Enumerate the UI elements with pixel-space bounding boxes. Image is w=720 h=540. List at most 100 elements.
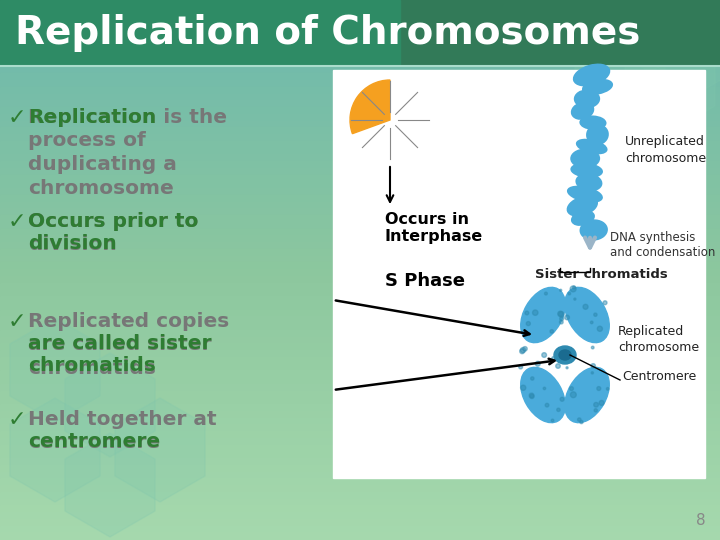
Circle shape <box>526 321 531 326</box>
Ellipse shape <box>567 197 597 216</box>
Bar <box>0 471 720 480</box>
Text: Occurs prior to: Occurs prior to <box>28 212 199 231</box>
Bar <box>0 492 720 500</box>
Text: S Phase: S Phase <box>385 272 465 290</box>
Circle shape <box>556 364 560 368</box>
Ellipse shape <box>559 350 571 360</box>
Bar <box>0 498 720 507</box>
Bar <box>0 512 720 519</box>
Bar <box>0 458 720 465</box>
Circle shape <box>567 354 570 356</box>
Bar <box>0 222 720 230</box>
Circle shape <box>566 367 568 369</box>
Text: Held together at
centromere: Held together at centromere <box>28 410 217 453</box>
Bar <box>0 66 720 74</box>
Circle shape <box>594 402 598 407</box>
Ellipse shape <box>582 80 612 94</box>
Ellipse shape <box>587 125 608 144</box>
Text: Centromere: Centromere <box>622 370 696 383</box>
Circle shape <box>559 312 564 317</box>
Bar <box>0 60 720 68</box>
Circle shape <box>594 313 597 316</box>
Bar <box>0 282 720 291</box>
Ellipse shape <box>521 287 565 343</box>
Text: 8: 8 <box>696 513 706 528</box>
Circle shape <box>568 292 571 295</box>
Text: Unreplicated
chromosome: Unreplicated chromosome <box>625 136 706 165</box>
Circle shape <box>523 347 527 351</box>
Circle shape <box>545 403 549 407</box>
Circle shape <box>544 292 547 295</box>
Ellipse shape <box>568 186 602 202</box>
Bar <box>0 519 720 526</box>
Bar <box>0 370 720 378</box>
Bar <box>0 336 720 345</box>
Circle shape <box>564 359 570 363</box>
Bar <box>0 316 720 324</box>
Ellipse shape <box>577 139 607 153</box>
Bar <box>0 444 720 453</box>
Bar <box>0 242 720 249</box>
Bar <box>0 201 720 209</box>
Circle shape <box>559 317 564 321</box>
Text: Occurs in
Interphase: Occurs in Interphase <box>385 212 483 245</box>
Bar <box>0 127 720 135</box>
Circle shape <box>521 348 526 353</box>
Text: ✓: ✓ <box>8 410 27 430</box>
Circle shape <box>531 377 534 380</box>
Bar <box>0 377 720 384</box>
Bar <box>0 532 720 540</box>
Bar <box>0 134 720 141</box>
Bar <box>0 208 720 216</box>
Bar <box>0 424 720 432</box>
Circle shape <box>564 315 570 320</box>
Bar <box>0 309 720 317</box>
Bar <box>0 417 720 426</box>
Circle shape <box>521 385 526 390</box>
Bar <box>0 249 720 256</box>
Text: Replication of Chromosomes: Replication of Chromosomes <box>15 14 640 52</box>
Circle shape <box>529 393 534 398</box>
Bar <box>0 438 720 446</box>
Circle shape <box>599 401 604 406</box>
Bar <box>0 215 720 222</box>
Bar <box>0 411 720 418</box>
Circle shape <box>583 305 588 309</box>
Circle shape <box>559 320 563 324</box>
Circle shape <box>552 356 555 360</box>
Circle shape <box>598 326 603 332</box>
Circle shape <box>597 387 600 390</box>
Bar <box>0 174 720 183</box>
Circle shape <box>525 311 528 315</box>
Bar <box>0 505 720 513</box>
Bar <box>0 188 720 195</box>
Circle shape <box>591 346 594 349</box>
Bar <box>0 228 720 237</box>
Circle shape <box>570 392 576 397</box>
Bar <box>0 431 720 438</box>
Bar <box>0 93 720 102</box>
Circle shape <box>530 394 534 399</box>
Bar <box>0 390 720 399</box>
Ellipse shape <box>572 103 593 119</box>
Bar <box>0 46 720 54</box>
Text: centromere: centromere <box>28 432 160 451</box>
Ellipse shape <box>572 211 594 225</box>
Circle shape <box>577 418 581 421</box>
Bar <box>0 0 720 65</box>
Bar <box>0 12 720 20</box>
Bar <box>0 141 720 148</box>
Bar <box>0 276 720 284</box>
Ellipse shape <box>575 90 599 107</box>
Ellipse shape <box>571 150 599 167</box>
Bar <box>0 363 720 372</box>
Text: chromatids: chromatids <box>28 356 156 375</box>
Ellipse shape <box>521 367 565 423</box>
Bar <box>0 80 720 87</box>
Bar <box>0 451 720 459</box>
Bar <box>0 384 720 392</box>
Circle shape <box>348 78 432 162</box>
Circle shape <box>559 289 562 292</box>
Circle shape <box>591 363 595 368</box>
Bar <box>0 26 720 33</box>
